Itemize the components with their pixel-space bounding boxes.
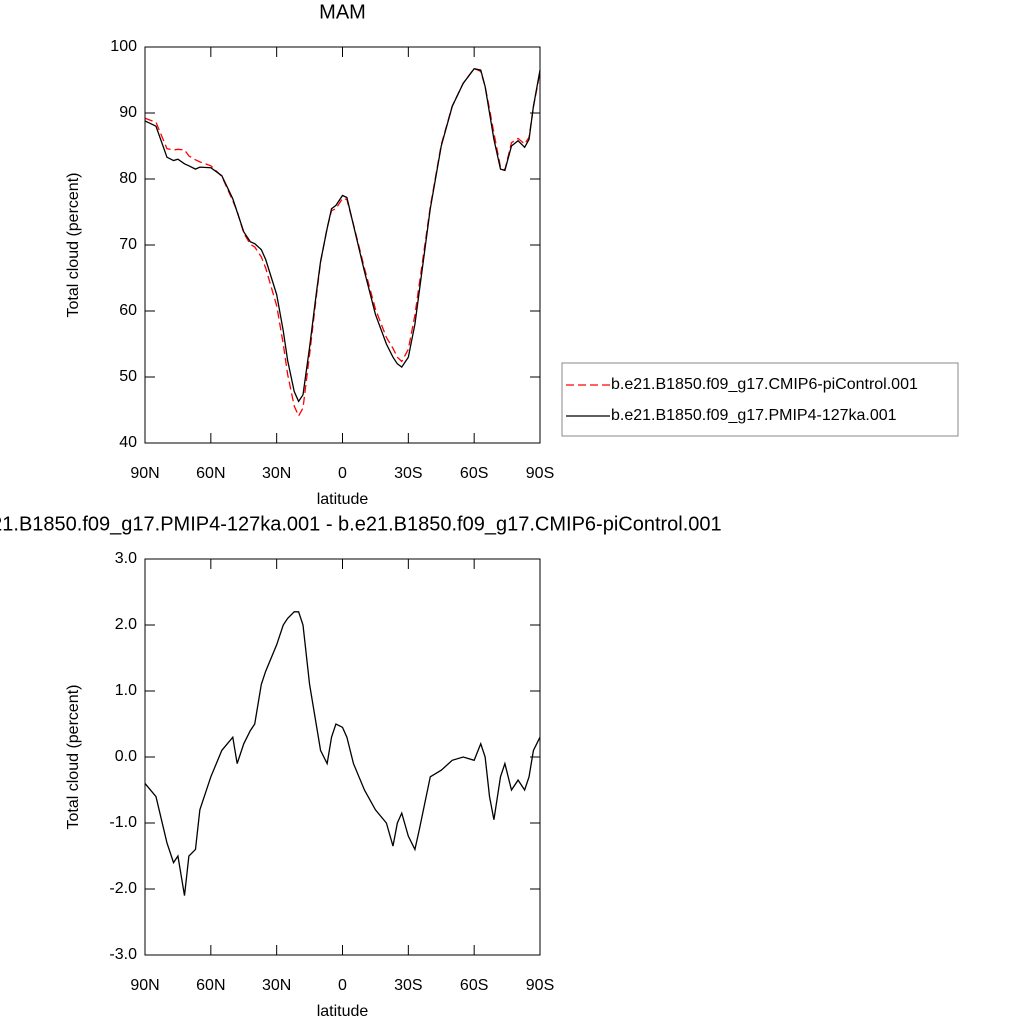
legend-label: b.e21.B1850.f09_g17.CMIP6-piControl.001: [611, 376, 918, 393]
data-line: [144, 611, 541, 896]
y-tick-label: 40: [119, 434, 137, 451]
y-tick-label: 90: [119, 104, 137, 121]
y-tick-label: 2.0: [115, 616, 137, 633]
y-tick-label: 80: [119, 170, 137, 187]
data-line: [144, 68, 541, 403]
chart-title: MAM: [319, 1, 366, 23]
x-tick-label: 30N: [262, 977, 291, 994]
x-tick-label: 30S: [394, 977, 422, 994]
legend-box: [561, 362, 959, 437]
x-tick-label: 60S: [460, 977, 488, 994]
x-tick-label: 90S: [526, 465, 554, 482]
y-tick-label: 50: [119, 368, 137, 385]
x-tick-label: 60N: [196, 465, 225, 482]
y-tick-label: 70: [119, 236, 137, 253]
y-tick-label: -3.0: [109, 946, 137, 963]
y-tick-label: -1.0: [109, 814, 137, 831]
x-axis-label: latitude: [317, 491, 369, 508]
x-axis-label: latitude: [317, 1003, 369, 1020]
x-tick-label: 60S: [460, 465, 488, 482]
y-tick-label: 60: [119, 302, 137, 319]
legend-label: b.e21.B1850.f09_g17.PMIP4-127ka.001: [611, 407, 897, 424]
x-tick-label: 90S: [526, 977, 554, 994]
x-tick-label: 60N: [196, 977, 225, 994]
chart-title: b.e21.B1850.f09_g17.PMIP4-127ka.001 - b.…: [0, 513, 722, 535]
y-tick-label: -2.0: [109, 880, 137, 897]
y-tick-label: 0.0: [115, 748, 137, 765]
x-tick-label: 0: [338, 977, 347, 994]
y-tick-label: 100: [110, 38, 137, 55]
y-axis-label: Total cloud (percent): [65, 685, 82, 830]
data-line: [144, 67, 541, 418]
plot-frame: [144, 46, 541, 444]
y-axis-label: Total cloud (percent): [65, 173, 82, 318]
x-tick-label: 0: [338, 465, 347, 482]
x-tick-label: 30S: [394, 465, 422, 482]
y-tick-label: 1.0: [115, 682, 137, 699]
y-tick-label: 3.0: [115, 550, 137, 567]
x-tick-label: 90N: [130, 465, 159, 482]
x-tick-label: 30N: [262, 465, 291, 482]
x-tick-label: 90N: [130, 977, 159, 994]
plot-frame: [144, 558, 541, 956]
